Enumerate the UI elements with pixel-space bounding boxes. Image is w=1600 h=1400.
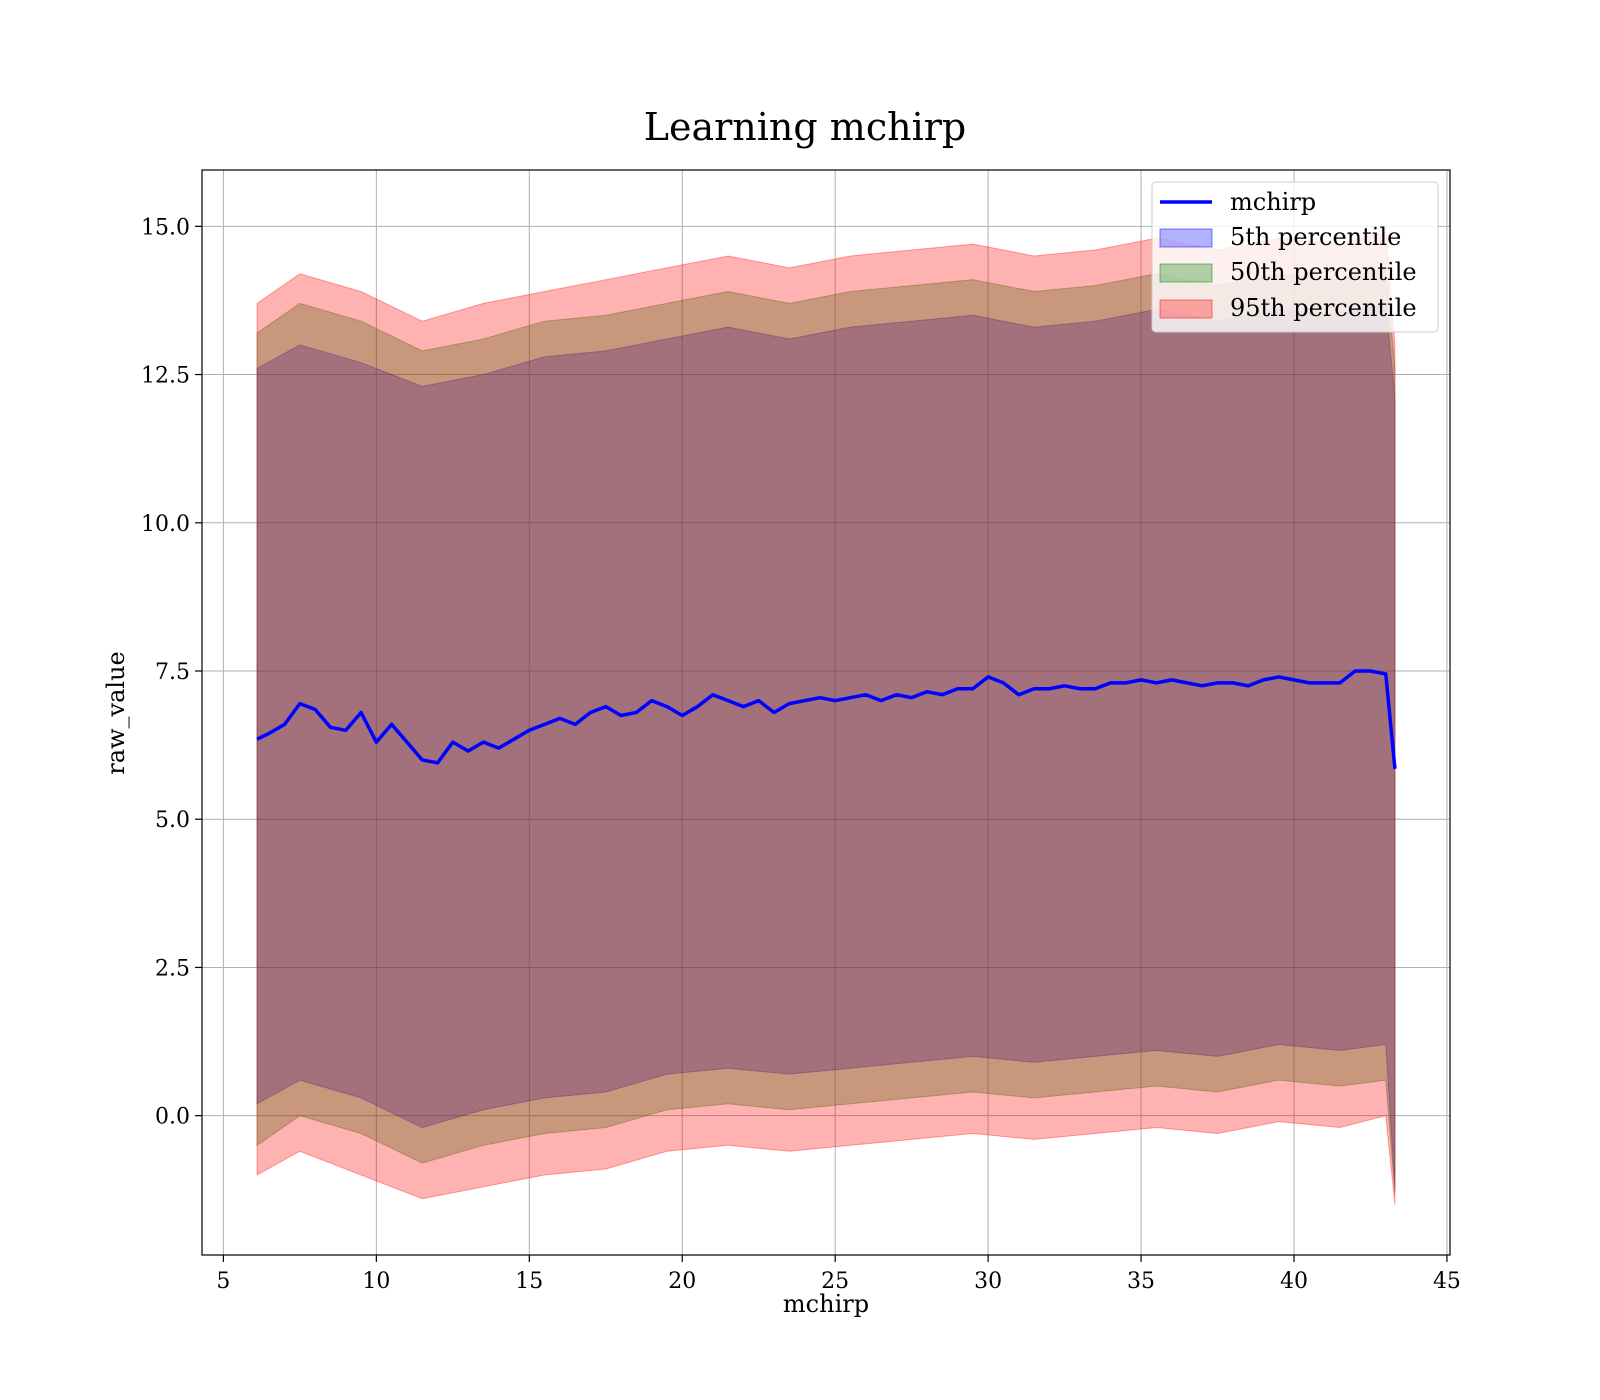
y-tick-label: 5.0 <box>155 808 190 833</box>
legend-label-95th-percentile: 95th percentile <box>1230 294 1417 322</box>
x-axis-ticks: 5 10 15 20 25 30 35 40 45 <box>216 1255 1461 1294</box>
legend-label-mchirp: mchirp <box>1230 188 1316 216</box>
x-tick-label: 30 <box>974 1269 1002 1294</box>
legend-swatch-50th-percentile <box>1159 263 1213 283</box>
x-tick-label: 35 <box>1127 1269 1155 1294</box>
y-axis-label: raw_value <box>102 651 130 775</box>
x-tick-label: 5 <box>216 1269 230 1294</box>
plot-area <box>201 169 1451 1256</box>
x-tick-label: 15 <box>515 1269 543 1294</box>
legend-swatch-95th-percentile <box>1159 299 1213 319</box>
legend-label-50th-percentile: 50th percentile <box>1230 258 1417 286</box>
percentile-bands <box>256 231 1396 1205</box>
y-tick-label: 15.0 <box>141 215 190 240</box>
chart-title: Learning mchirp <box>644 105 966 149</box>
x-tick-label: 20 <box>668 1269 696 1294</box>
x-tick-label: 25 <box>821 1269 849 1294</box>
y-tick-label: 12.5 <box>141 364 190 389</box>
plot-frame <box>201 169 1451 1256</box>
y-tick-label: 10.0 <box>141 512 190 537</box>
legend-label-5th-percentile: 5th percentile <box>1230 223 1401 251</box>
y-tick-label: 0.0 <box>155 1105 190 1130</box>
x-axis-label: mchirp <box>783 1290 869 1318</box>
x-tick-label: 40 <box>1280 1269 1308 1294</box>
y-tick-label: 7.5 <box>155 660 190 685</box>
y-axis-ticks: 0.0 2.5 5.0 7.5 10.0 12.5 15.0 <box>141 215 202 1130</box>
y-tick-label: 2.5 <box>155 956 190 981</box>
x-tick-label: 10 <box>362 1269 390 1294</box>
legend-swatch-5th-percentile <box>1159 228 1213 248</box>
legend: mchirp 5th percentile 50th percentile 95… <box>1151 181 1439 333</box>
mchirp-line-layer <box>256 669 1397 769</box>
plot-background <box>202 170 1450 1255</box>
band-95th-percentile <box>256 231 1396 1205</box>
band-5th-percentile <box>256 302 1396 1187</box>
band-50th-percentile <box>256 267 1396 1193</box>
x-tick-label: 45 <box>1433 1269 1461 1294</box>
series-line-mchirp <box>256 669 1397 769</box>
legend-frame <box>1151 181 1439 333</box>
